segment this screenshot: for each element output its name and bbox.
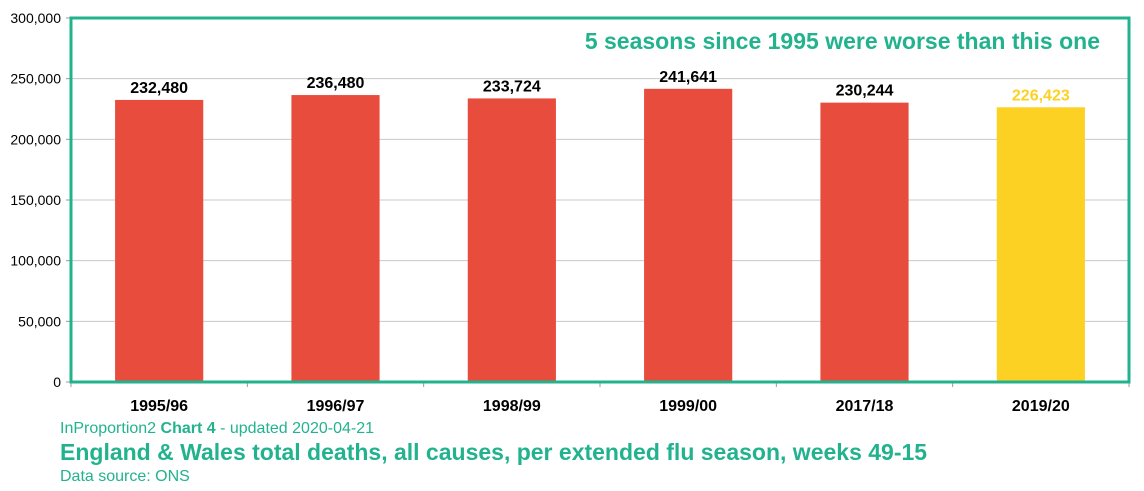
y-axis-ticks: 0 50,000 100,000 150,000 200,000 250,000 300,0… [10,10,71,390]
footer-credit: InProportion2 Chart 4 - updated 2020-04-… [60,420,374,438]
bars: 232,480 236,480 233,724 241,641 230,244 226,4… [115,69,1085,383]
bar-1999-00 [644,88,733,382]
bar-1998-99 [467,98,556,382]
data-label: 230,244 [836,83,894,100]
bar-1995-96 [115,99,204,383]
footer-chart-id: Chart 4 [160,420,216,437]
x-tick-label: 1995/96 [130,398,188,415]
data-label: 236,480 [307,75,365,92]
x-tick-label: 2017/18 [836,398,894,415]
gridlines [71,17,1129,322]
x-tick-label: 1998/99 [483,398,541,415]
y-tick-label: 200,000 [10,131,61,147]
y-tick-label: 0 [53,374,61,390]
data-label: 226,423 [1012,87,1070,104]
y-tick-label: 100,000 [10,253,61,269]
footer-updated: - updated 2020-04-21 [215,420,374,437]
y-tick-label: 300,000 [10,10,61,26]
data-label: 233,724 [483,78,541,95]
y-tick-label: 50,000 [18,313,61,329]
y-tick-label: 150,000 [10,192,61,208]
bar-2019-20 [996,107,1085,382]
data-source: Data source: ONS [60,468,190,485]
chart-title: England & Wales total deaths, all causes… [60,439,928,465]
x-tick-label: 1996/97 [307,398,365,415]
x-tick-label: 1999/00 [659,398,717,415]
chart-annotation: 5 seasons since 1995 were worse than thi… [585,28,1100,54]
footer-brand: InProportion2 [60,420,157,437]
x-tick-label: 2019/20 [1012,398,1070,415]
y-tick-label: 250,000 [10,71,61,87]
bar-chart: 0 50,000 100,000 150,000 200,000 250,000 300,0… [10,10,1131,415]
data-label: 232,480 [130,80,188,97]
x-axis: 1995/96 1996/97 1998/99 1999/00 2017/18 2019/… [70,381,1130,415]
plot-frame [69,16,1131,384]
bar-2017-18 [820,102,909,383]
data-label: 241,641 [659,69,717,86]
bar-1996-97 [291,95,380,383]
